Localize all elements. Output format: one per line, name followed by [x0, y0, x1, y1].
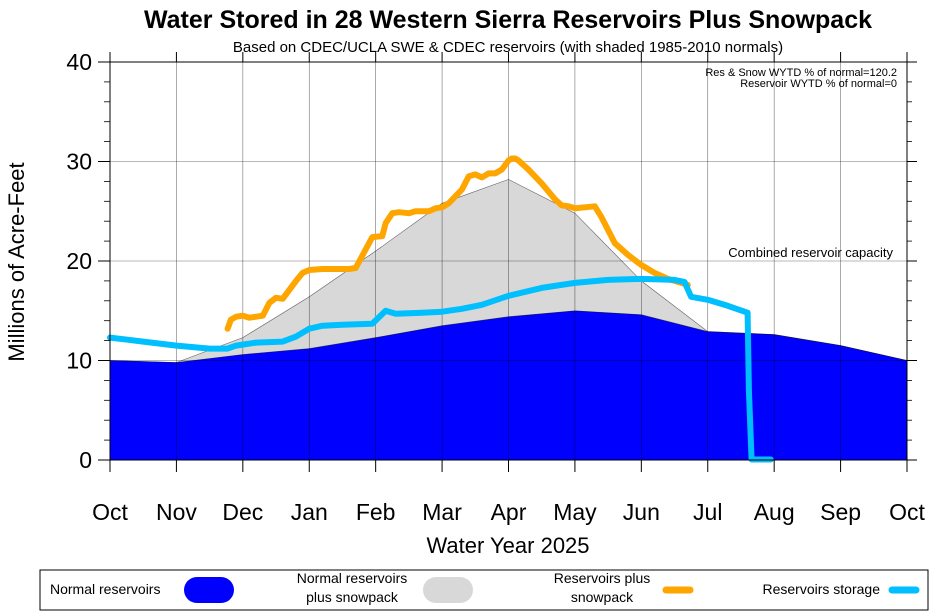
- legend-label-reservoirs-plus-snowpack-line1: Reservoirs plus: [554, 570, 650, 586]
- x-tick-label-may-7: May: [553, 499, 597, 525]
- x-tick-label-nov-1: Nov: [156, 499, 197, 525]
- chart-title: Water Stored in 28 Western Sierra Reserv…: [144, 6, 872, 34]
- y-tick-label-40: 40: [66, 49, 92, 75]
- legend-label-reservoirs-plus-snowpack-line2: snowpack: [571, 589, 634, 605]
- x-tick-label-sep-11: Sep: [820, 499, 861, 525]
- legend-label-normal-plus-snowpack-line2: plus snowpack: [306, 589, 399, 605]
- x-tick-label-mar-5: Mar: [422, 499, 462, 525]
- y-tick-label-0: 0: [79, 447, 92, 473]
- y-axis-label: Millions of Acre-Feet: [4, 162, 29, 361]
- x-tick-label-oct-0: Oct: [92, 499, 128, 525]
- x-tick-label-jul-9: Jul: [693, 499, 722, 525]
- x-tick-label-jan-3: Jan: [291, 499, 328, 525]
- legend-label-reservoirs-storage: Reservoirs storage: [763, 581, 881, 597]
- legend: Normal reservoirs Normal reservoirs plus…: [39, 569, 929, 611]
- y-tick-label-10: 10: [66, 348, 92, 374]
- x-tick-label-aug-10: Aug: [754, 499, 795, 525]
- x-axis-label: Water Year 2025: [426, 533, 589, 558]
- annotation-res-snow-pct: Res & Snow WYTD % of normal=120.2: [705, 67, 897, 79]
- legend-label-normal-reservoirs: Normal reservoirs: [50, 581, 160, 597]
- legend-swatch-normal-plus-snowpack: [423, 577, 473, 603]
- x-tick-label-feb-4: Feb: [356, 499, 396, 525]
- series-line-reservoirs-plus-snowpack: [224, 155, 691, 332]
- capacity-line-label: Combined reservoir capacity: [728, 245, 893, 260]
- chart-subtitle: Based on CDEC/UCLA SWE & CDEC reservoirs…: [233, 39, 783, 56]
- y-tick-label-30: 30: [66, 149, 92, 175]
- x-tick-label-jun-8: Jun: [623, 499, 660, 525]
- plot-area: 0 10 20 30 40 Oct Nov Dec Jan Feb Mar Apr May Jun Jul A…: [66, 49, 925, 525]
- x-tick-label-oct-12: Oct: [889, 499, 925, 525]
- x-tick-label-apr-6: Apr: [491, 499, 527, 525]
- x-tick-label-dec-2: Dec: [222, 499, 263, 525]
- annotation-reservoir-pct: Reservoir WYTD % of normal=0: [740, 78, 897, 90]
- series-line-reservoirs-storage: [107, 275, 774, 463]
- y-tick-label-20: 20: [66, 248, 92, 274]
- legend-label-normal-plus-snowpack-line1: Normal reservoirs: [297, 570, 407, 586]
- legend-swatch-normal-reservoirs: [184, 577, 234, 603]
